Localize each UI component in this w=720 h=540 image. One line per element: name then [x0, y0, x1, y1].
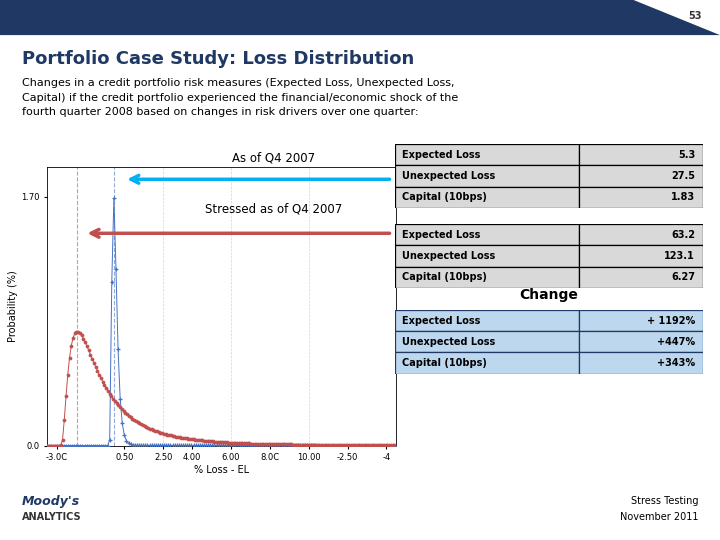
Text: Change: Change [519, 288, 578, 302]
Text: +447%: +447% [657, 337, 695, 347]
Bar [395, 267, 580, 288]
Text: 6.27: 6.27 [671, 272, 695, 282]
Text: Unexpected Loss: Unexpected Loss [402, 337, 495, 347]
Bar [580, 187, 703, 208]
Text: Stressed as of Q4 2007: Stressed as of Q4 2007 [205, 203, 342, 216]
Bar [395, 144, 580, 165]
Text: Capital (10bps): Capital (10bps) [402, 358, 487, 368]
Text: Unexpected Loss: Unexpected Loss [402, 171, 495, 181]
Text: +343%: +343% [657, 358, 695, 368]
Bar [395, 187, 580, 208]
Text: 123.1: 123.1 [665, 251, 695, 261]
Polygon shape [0, 0, 720, 35]
Text: ANALYTICS: ANALYTICS [22, 512, 81, 522]
Text: Capital (10bps): Capital (10bps) [402, 192, 487, 202]
Text: As of Q4 2007: As of Q4 2007 [232, 152, 315, 165]
Bar [580, 144, 703, 165]
Bar [395, 310, 580, 331]
Text: 1.83: 1.83 [671, 192, 695, 202]
Bar [580, 165, 703, 187]
Bar [580, 310, 703, 331]
Text: 63.2: 63.2 [671, 230, 695, 240]
Text: Stress Testing: Stress Testing [631, 496, 698, 506]
Bar [580, 224, 703, 245]
Bar [580, 353, 703, 374]
Y-axis label: Probability (%): Probability (%) [8, 271, 18, 342]
Bar [580, 331, 703, 353]
Bar [395, 331, 580, 353]
Bar [395, 245, 580, 267]
Bar [395, 224, 580, 245]
Text: Portfolio Case Study: Loss Distribution: Portfolio Case Study: Loss Distribution [22, 50, 414, 68]
Text: 53: 53 [688, 11, 702, 21]
Text: November 2011: November 2011 [620, 512, 698, 522]
Bar [395, 165, 580, 187]
X-axis label: % Loss - EL: % Loss - EL [194, 465, 249, 475]
Bar [395, 353, 580, 374]
Text: Expected Loss: Expected Loss [402, 150, 481, 160]
Bar [580, 267, 703, 288]
Text: + 1192%: + 1192% [647, 315, 695, 326]
Bar [580, 245, 703, 267]
Text: 5.3: 5.3 [678, 150, 695, 160]
Text: Unexpected Loss: Unexpected Loss [402, 251, 495, 261]
Text: Moody's: Moody's [22, 495, 80, 508]
Text: 27.5: 27.5 [671, 171, 695, 181]
Text: Expected Loss: Expected Loss [402, 230, 481, 240]
Text: Changes in a credit portfolio risk measures (Expected Loss, Unexpected Loss,
Cap: Changes in a credit portfolio risk measu… [22, 78, 458, 117]
Text: Expected Loss: Expected Loss [402, 315, 481, 326]
Text: Capital (10bps): Capital (10bps) [402, 272, 487, 282]
